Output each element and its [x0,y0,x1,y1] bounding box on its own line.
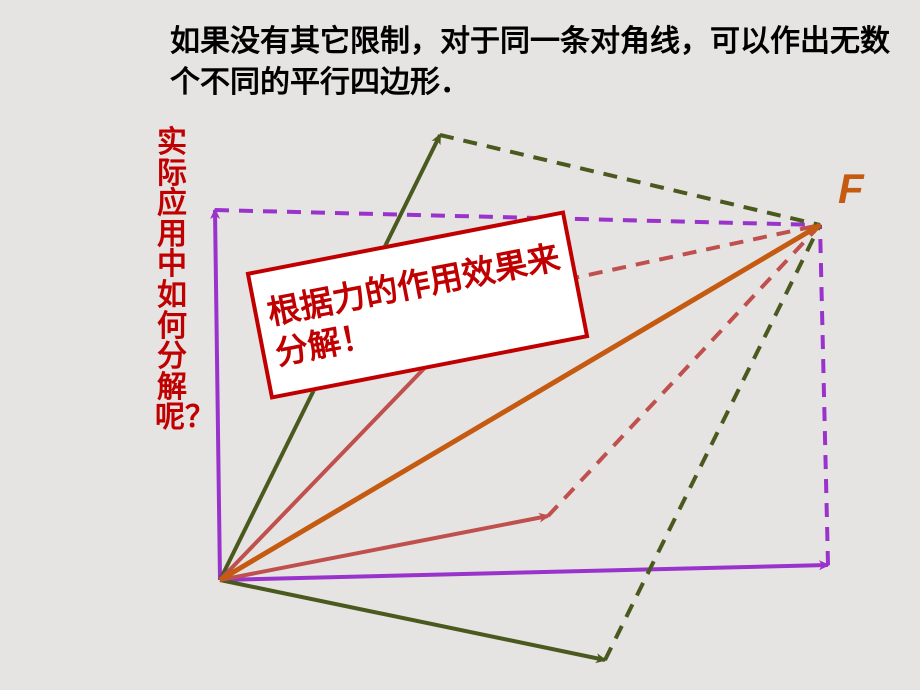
top-explanation-text: 如果没有其它限制，对于同一条对角线，可以作出无数个不同的平行四边形． [170,22,890,103]
force-label-F: F [838,165,864,213]
vertical-question-text: 实际应用中如何分解呢？ [155,128,189,434]
